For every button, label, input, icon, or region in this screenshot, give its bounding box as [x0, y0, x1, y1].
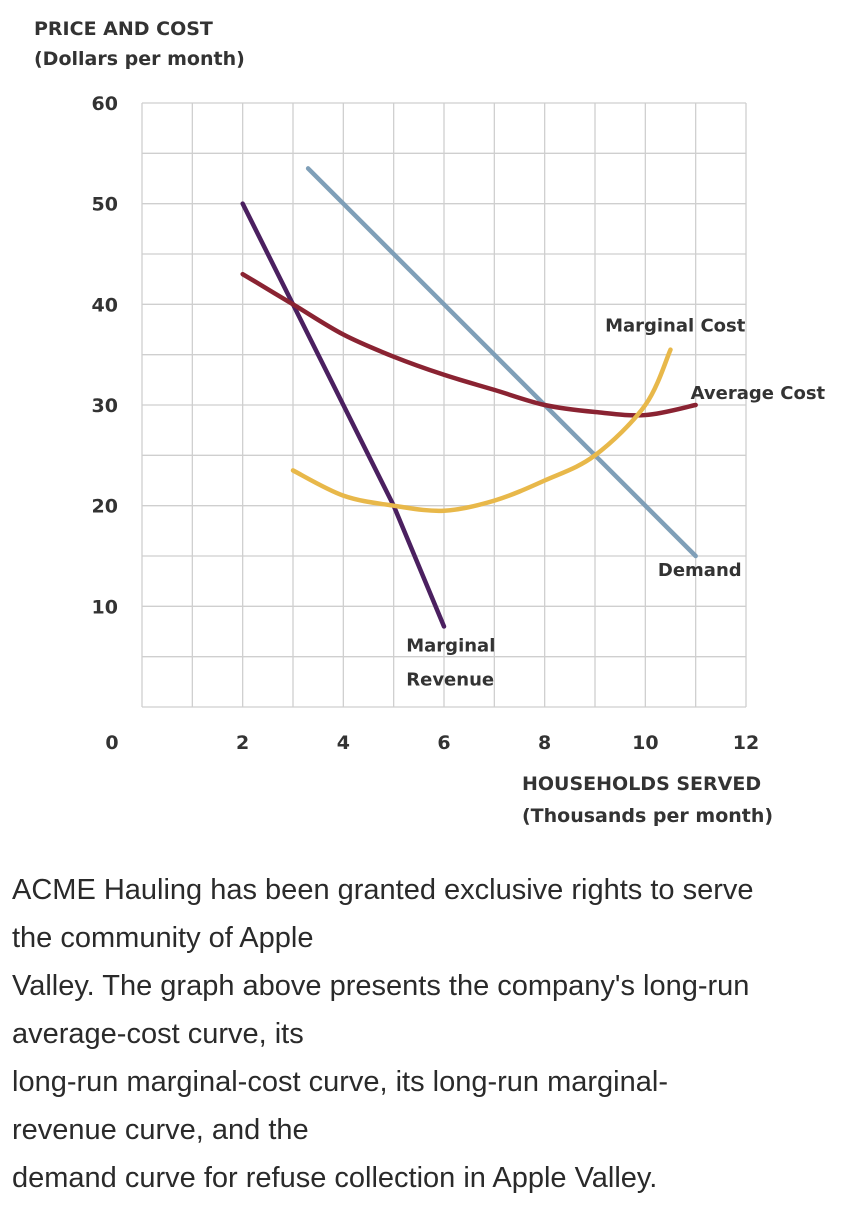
y-tick-labels: 60 50 40 30 20 10 [92, 93, 118, 618]
grid [141, 102, 747, 708]
question-line: demand curve for refuse collection in Ap… [12, 1162, 658, 1194]
curve-labels: Marginal Revenue Demand Average Cost Margina… [406, 316, 825, 691]
y-tick-label: 60 [92, 93, 118, 115]
question-text: ACME Hauling has been granted exclusive … [12, 866, 842, 1202]
x-axis-title: HOUSEHOLDS SERVED [522, 773, 761, 795]
average-cost-label: Average Cost [691, 383, 826, 404]
question-line: long-run marginal-cost curve, its long-r… [12, 1066, 668, 1098]
x-tick-label: 12 [733, 732, 759, 754]
marginal-cost-label: Marginal Cost [605, 316, 746, 337]
marginal-revenue-curve [240, 201, 447, 629]
question-line: Valley. The graph above presents the com… [12, 970, 750, 1002]
x-tick-label: 10 [632, 732, 658, 754]
question-line: revenue curve, and the [12, 1114, 309, 1146]
y-tick-label: 40 [92, 294, 118, 316]
y-axis-subtitle: (Dollars per month) [34, 48, 245, 70]
x-tick-label: 4 [337, 732, 350, 754]
x-tick-label: 6 [437, 732, 450, 754]
x-axis-subtitle: (Thousands per month) [522, 805, 773, 827]
x-tick-label: 0 [105, 732, 118, 754]
y-tick-label: 20 [92, 496, 118, 518]
question-line: ACME Hauling has been granted exclusive … [12, 874, 754, 906]
curves [240, 166, 698, 629]
x-tick-label: 2 [236, 732, 249, 754]
average-cost-curve [240, 271, 698, 418]
y-axis-title: PRICE AND COST [34, 18, 213, 40]
y-tick-label: 50 [92, 194, 118, 216]
y-tick-label: 30 [92, 395, 118, 417]
cost-revenue-chart: PRICE AND COST (Dollars per month) 60504… [34, 18, 826, 827]
y-tick-label: 10 [92, 596, 118, 618]
demand-label: Demand [658, 560, 742, 581]
question-line: the community of Apple [12, 922, 314, 954]
x-tick-label: 8 [538, 732, 551, 754]
question-line: average-cost curve, its [12, 1018, 304, 1050]
marginal-revenue-label: Revenue [406, 670, 494, 691]
marginal-cost-curve [290, 347, 673, 514]
x-tick-labels: 0 2 4 6 8 10 12 [105, 732, 759, 754]
marginal-revenue-label: Marginal [406, 636, 495, 657]
